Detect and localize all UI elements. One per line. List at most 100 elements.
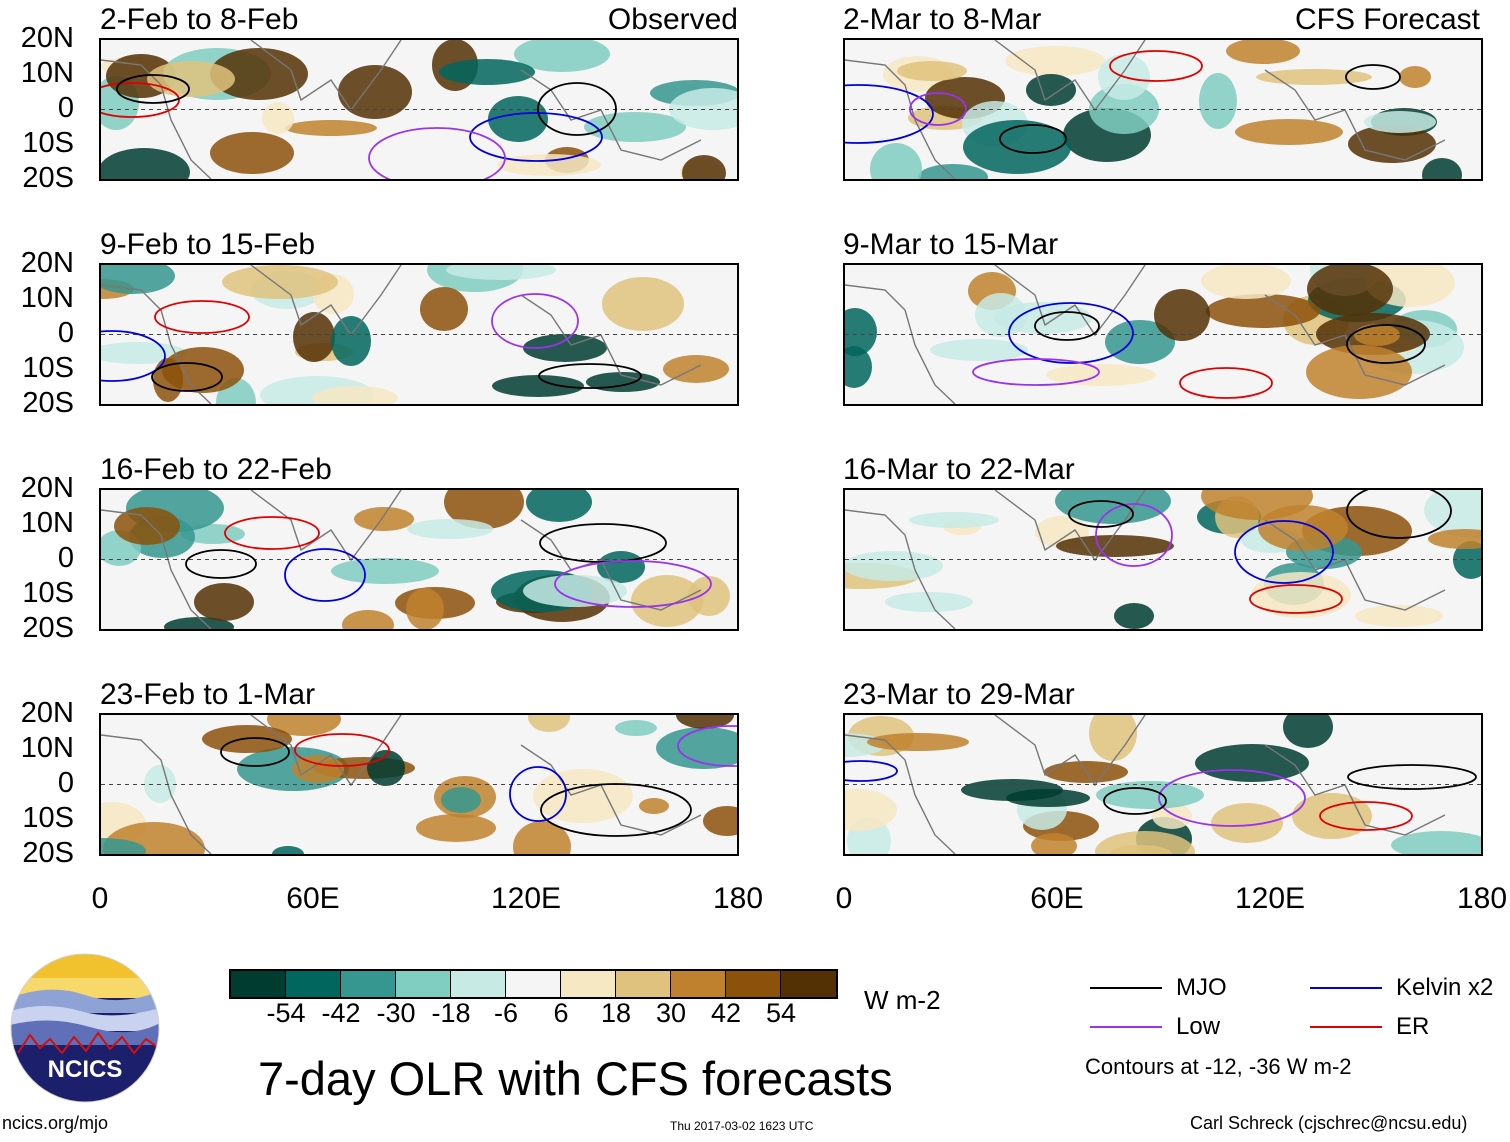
map-panel-forecast-4 <box>843 713 1483 856</box>
wave-contour <box>224 516 320 550</box>
olr-anomaly-region <box>584 112 686 142</box>
wave-contour <box>1095 503 1173 567</box>
lat-tick-label: 10N <box>20 507 74 539</box>
olr-anomaly-region <box>439 59 535 85</box>
colorbar-units: W m-2 <box>864 985 941 1015</box>
footer-url[interactable]: ncics.org/mjo <box>2 1113 109 1133</box>
wave-contour <box>101 82 180 118</box>
colorbar-swatch <box>396 971 451 997</box>
olr-anomaly-region <box>845 346 872 388</box>
olr-anomaly-region <box>342 610 394 629</box>
olr-anomaly-region <box>631 575 703 627</box>
olr-anomaly-region <box>1006 789 1090 807</box>
lat-tick-label: 0 <box>57 767 74 799</box>
olr-anomaly-region <box>1235 119 1343 145</box>
olr-anomaly-region <box>918 164 988 179</box>
wave-contour <box>101 330 166 382</box>
colorbar-tick-label: -42 <box>321 998 361 1028</box>
wave-contour <box>1109 50 1203 82</box>
colorbar-tick-label: -18 <box>431 998 471 1028</box>
wave-contour <box>151 362 223 392</box>
olr-anomaly-region <box>602 277 684 331</box>
wave-contour <box>909 92 967 126</box>
wave-contour <box>116 74 190 104</box>
map-panel-forecast-1 <box>843 38 1483 181</box>
colorbar-tick-label: 54 <box>765 998 797 1028</box>
wave-contour <box>538 363 642 389</box>
colorbar-swatch <box>671 971 726 997</box>
wave-contour <box>845 84 934 144</box>
colorbar <box>229 969 838 999</box>
lat-tick-label: 10N <box>20 57 74 89</box>
wave-contour <box>220 737 290 767</box>
olr-anomaly-region <box>1391 831 1481 854</box>
lat-tick-label: 10N <box>20 282 74 314</box>
olr-anomaly-region <box>1096 781 1204 809</box>
wave-contour <box>1068 500 1134 528</box>
wave-contour <box>999 124 1067 154</box>
lon-tick-label: 0 <box>91 882 109 915</box>
olr-anomaly-region <box>331 316 371 366</box>
olr-anomaly-region <box>526 490 592 522</box>
wave-contour <box>154 300 250 334</box>
lat-tick-label: 20N <box>20 472 74 504</box>
olr-anomaly-region <box>885 592 973 612</box>
olr-anomaly-region <box>1283 715 1333 748</box>
lat-tick-label: 0 <box>57 317 74 349</box>
olr-anomaly-region <box>897 61 967 81</box>
lat-tick-label: 20S <box>22 612 74 644</box>
olr-anomaly-region <box>930 339 1028 361</box>
colorbar-swatch <box>616 971 671 997</box>
wave-contour <box>1008 302 1134 364</box>
olr-anomaly-region <box>444 490 524 529</box>
lat-tick-label: 0 <box>57 92 74 124</box>
olr-anomaly-region <box>845 789 897 831</box>
olr-anomaly-region <box>1206 294 1320 328</box>
lat-tick-label: 20N <box>20 697 74 729</box>
colorbar-swatch <box>561 971 616 997</box>
wave-contour <box>845 760 898 782</box>
colorbar-tick-label: 30 <box>655 998 687 1028</box>
olr-anomaly-region <box>1195 744 1309 782</box>
wave-contour <box>284 548 366 602</box>
wave-contour <box>294 733 390 767</box>
olr-anomaly-region <box>688 576 730 616</box>
wave-contour <box>469 112 603 162</box>
olr-anomaly-region <box>1154 289 1210 341</box>
legend-label: ER <box>1396 1013 1430 1040</box>
panel-title: 16-Mar to 22-Mar <box>843 453 1075 486</box>
olr-anomaly-region <box>210 132 294 174</box>
olr-anomaly-region <box>147 61 235 97</box>
legend-label: Low <box>1176 1013 1221 1040</box>
olr-anomaly-region <box>1199 73 1237 129</box>
wave-contour <box>1345 64 1401 90</box>
olr-anomaly-region <box>682 155 726 179</box>
olr-anomaly-region <box>441 787 481 813</box>
footer-timestamp: Thu 2017-03-02 1623 UTC <box>670 1119 814 1133</box>
olr-anomaly-region <box>867 733 969 751</box>
colorbar-tick-label: 42 <box>710 998 742 1028</box>
lat-tick-label: 20N <box>20 22 74 54</box>
map-panel-observed-1 <box>99 38 739 181</box>
olr-anomaly-region <box>420 287 468 331</box>
olr-anomaly-region <box>523 334 607 362</box>
wave-contour <box>1347 764 1477 790</box>
olr-anomaly-region <box>1152 803 1192 829</box>
wave-contour <box>677 725 737 767</box>
colorbar-tick-label: -6 <box>493 998 519 1028</box>
olr-anomaly-region <box>1258 505 1348 551</box>
olr-anomaly-region <box>528 715 570 732</box>
legend-item-mjo: MJO <box>1090 974 1227 1002</box>
olr-anomaly-region <box>492 375 584 397</box>
olr-anomaly-region <box>292 755 344 783</box>
olr-anomaly-region <box>1201 265 1291 299</box>
lat-tick-label: 20S <box>22 387 74 419</box>
legend-label: Kelvin x2 <box>1396 974 1494 1001</box>
olr-anomaly-region <box>1046 364 1156 386</box>
olr-anomaly-region <box>703 806 737 836</box>
olr-anomaly-region <box>446 265 556 280</box>
coastline <box>101 490 702 629</box>
coastline <box>845 490 1446 629</box>
olr-anomaly-region <box>845 551 943 581</box>
olr-anomaly-region <box>210 48 308 100</box>
